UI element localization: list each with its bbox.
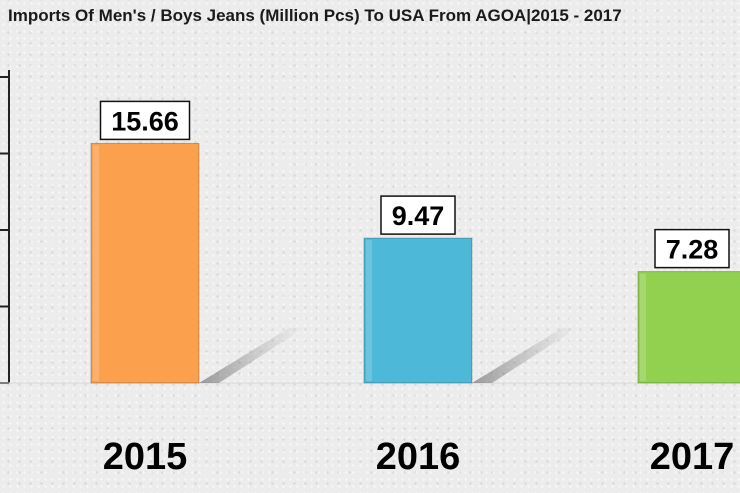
- data-label-2017: 7.28: [666, 235, 719, 265]
- bar-shadow: [199, 328, 304, 383]
- chart-title: Imports Of Men's / Boys Jeans (Million P…: [8, 6, 622, 25]
- bar-2016: [363, 237, 473, 384]
- bar-highlight: [640, 273, 646, 381]
- x-tick-label-2015: 2015: [103, 436, 188, 478]
- bar-shadow: [472, 328, 577, 383]
- bar-highlight: [93, 145, 99, 381]
- x-tick-label-2016: 2016: [376, 436, 461, 478]
- data-label-2015: 15.66: [111, 106, 179, 136]
- data-label-box: [380, 195, 456, 235]
- bar-2017: [637, 271, 740, 384]
- bar-highlight: [366, 240, 372, 381]
- bar-2015: [90, 142, 200, 384]
- data-label-box: [99, 100, 191, 141]
- data-label-2016: 9.47: [392, 201, 445, 231]
- x-tick-label-2017: 2017: [650, 436, 735, 478]
- data-label-box: [654, 228, 730, 269]
